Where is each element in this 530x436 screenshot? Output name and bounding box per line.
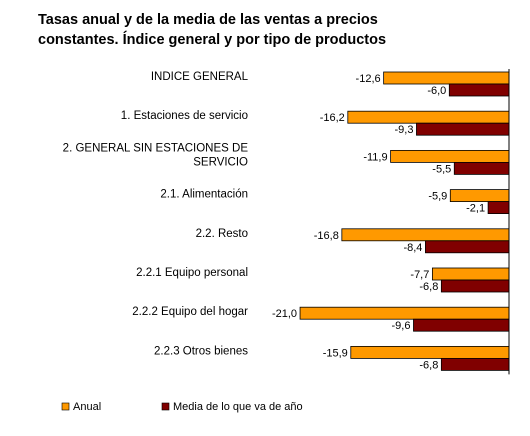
category-label: 1. Estaciones de servicio	[121, 110, 248, 122]
bar-media	[425, 240, 510, 254]
category-label: 2.2.2 Equipo del hogar	[132, 306, 248, 318]
bar-anual	[350, 345, 510, 359]
data-label-anual: -5,9	[428, 191, 447, 203]
data-label-anual: -16,2	[320, 112, 345, 124]
bar-media	[416, 122, 510, 136]
data-label-anual: -11,9	[363, 151, 387, 163]
legend-label-anual: Anual	[73, 401, 101, 413]
data-label-anual: -12,6	[356, 73, 381, 85]
bar-anual	[383, 71, 510, 85]
data-label-media: -6,8	[419, 281, 438, 293]
category-label: 2. GENERAL SIN ESTACIONES DE	[63, 142, 249, 154]
data-label-media: -5,5	[432, 163, 451, 175]
legend-swatch-anual	[61, 402, 70, 411]
bar-media	[487, 201, 510, 215]
bar-media	[440, 279, 510, 293]
chart-title-line-2: constantes. Índice general y por tipo de…	[38, 32, 387, 48]
category-label: 2.1. Alimentación	[160, 189, 248, 201]
bar-anual	[431, 267, 510, 281]
category-label: 2.2. Resto	[196, 228, 248, 240]
bar-anual	[390, 149, 510, 163]
category-label: 2.2.3 Otros bienes	[154, 345, 248, 357]
bar-anual	[299, 306, 510, 320]
bar-media	[440, 357, 510, 371]
chart-title: Tasas anual y de la media de las ventas …	[38, 10, 508, 50]
data-label-media: -2,1	[466, 203, 485, 215]
data-label-anual: -16,8	[314, 230, 339, 242]
chart-title-line-1: Tasas anual y de la media de las ventas …	[38, 12, 378, 28]
bar-anual	[347, 110, 510, 124]
legend-swatch-media	[161, 402, 170, 411]
data-label-anual: -21,0	[272, 308, 297, 320]
bar-media	[453, 161, 510, 175]
legend-label-media: Media de lo que va de año	[173, 401, 303, 413]
bar-anual	[341, 228, 510, 242]
bar-anual	[449, 189, 510, 203]
bar-media	[413, 318, 510, 332]
category-label: INDICE GENERAL	[151, 71, 249, 83]
category-label: 2.2.1 Equipo personal	[136, 267, 248, 279]
data-label-anual: -7,7	[410, 269, 429, 281]
data-label-media: -9,6	[392, 320, 411, 332]
data-label-media: -9,3	[394, 124, 413, 136]
data-label-media: -8,4	[403, 242, 422, 254]
category-label: SERVICIO	[193, 156, 248, 168]
data-label-anual: -15,9	[323, 347, 348, 359]
data-label-media: -6,8	[419, 359, 438, 371]
bar-media	[448, 83, 510, 97]
data-label-media: -6,0	[427, 85, 446, 97]
